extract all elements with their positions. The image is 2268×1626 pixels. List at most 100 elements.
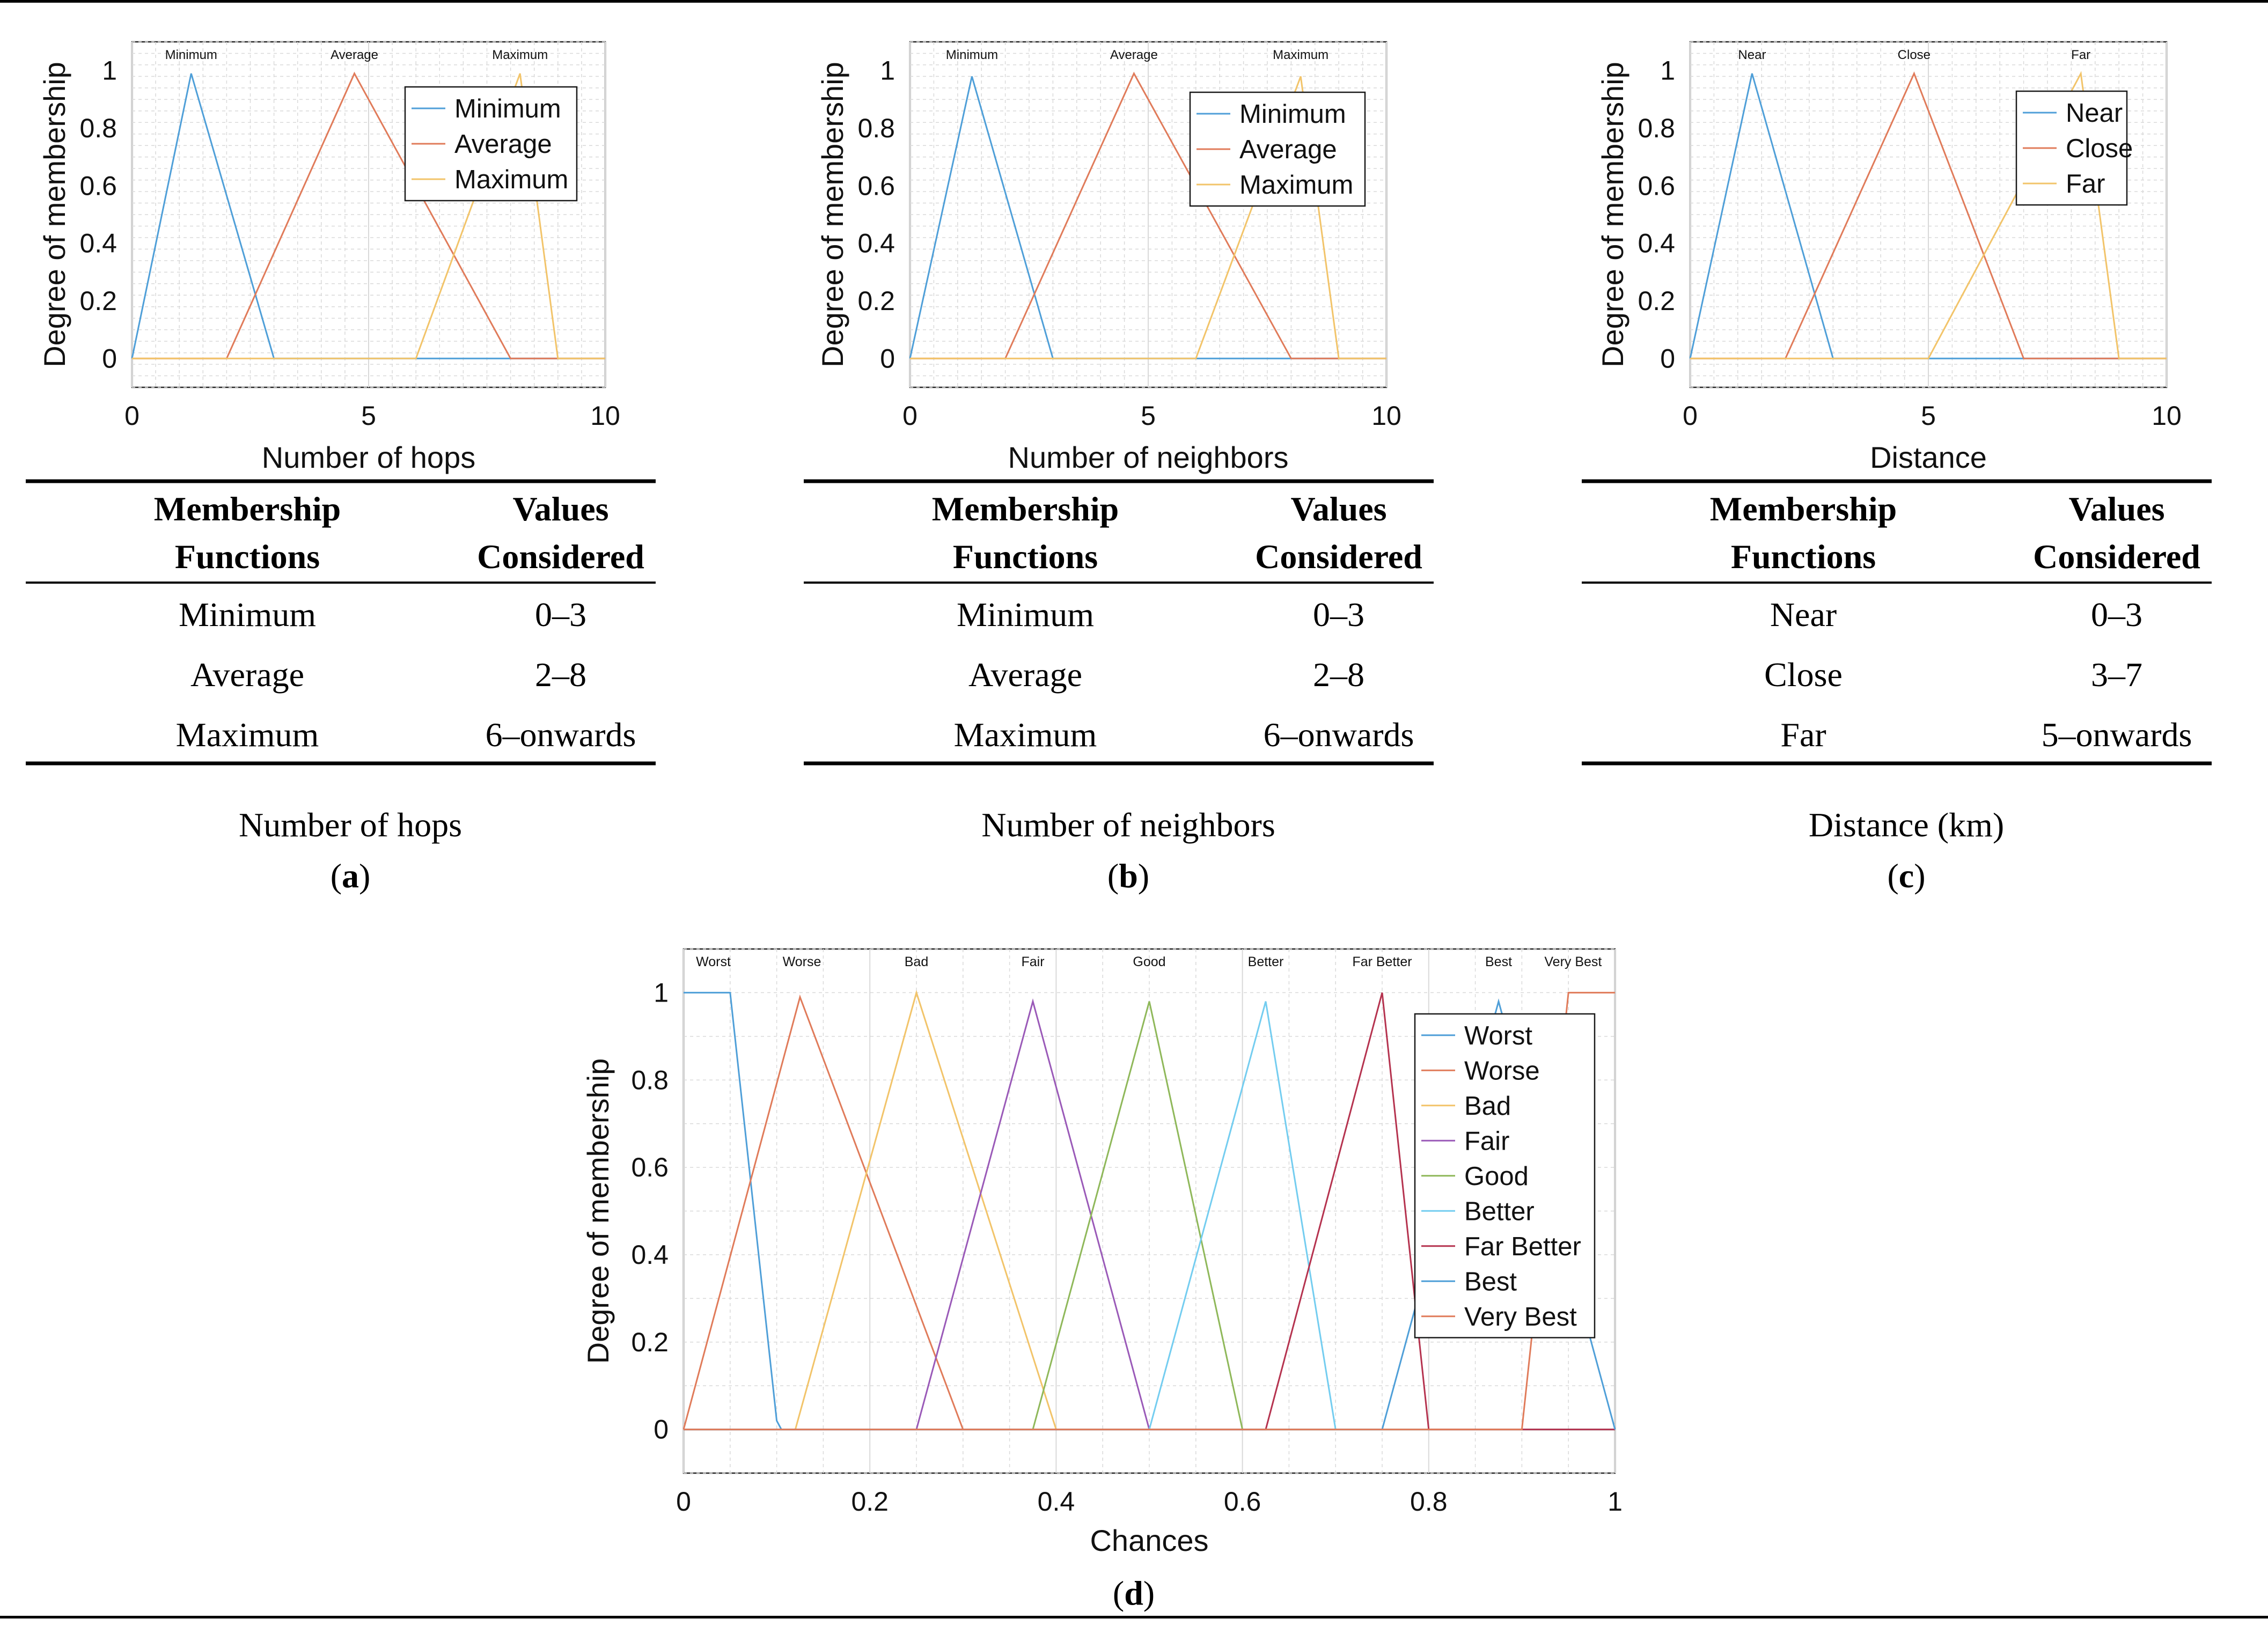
legend: Minimum Average Maximum — [1189, 91, 1366, 207]
table-header: Membership — [1710, 490, 1897, 528]
figure-bottom-rule — [0, 1616, 2268, 1618]
y-tick-label: 0.6 — [631, 1152, 669, 1182]
series-top-label: Average — [331, 48, 378, 62]
x-tick-label: 10 — [2152, 401, 2182, 431]
y-tick-label: 0.6 — [79, 171, 117, 201]
table-cell: 3–7 — [2091, 656, 2142, 694]
y-tick-label: 0 — [1660, 343, 1675, 373]
y-axis-label: Degree of membership — [38, 62, 71, 367]
table-header: Considered — [2033, 538, 2200, 576]
series-top-label: Maximum — [1273, 48, 1328, 62]
table-cell: Average — [968, 656, 1082, 694]
legend-label: Maximum — [454, 165, 568, 194]
panel-label: (d) — [1113, 1574, 1155, 1612]
panel-label-paren: ) — [1143, 1574, 1155, 1612]
series-top-label: Minimum — [165, 48, 217, 62]
y-tick-label: 1 — [1660, 56, 1675, 86]
chart-d: 0 0.2 0.4 0.6 0.8 1 0 0.2 0.4 0.6 0.8 1 Chances Degre… — [581, 948, 1623, 1612]
legend: Minimum Average Maximum — [404, 86, 578, 202]
table-header: Values — [2068, 490, 2164, 528]
x-tick-label: 10 — [590, 401, 620, 431]
y-axis-label: Degree of membership — [816, 62, 849, 367]
panel-label-letter: a — [342, 857, 359, 895]
legend: Worst Worse Bad Fair Good Better Far Better Bes… — [1414, 1013, 1596, 1338]
table-cell: 0–3 — [2091, 595, 2142, 634]
y-tick-label: 0.8 — [79, 113, 117, 143]
x-tick-label: 0.4 — [1038, 1487, 1075, 1517]
table-cell: 6–onwards — [1264, 716, 1414, 754]
table-header: Membership — [932, 490, 1119, 528]
legend-label: Close — [2066, 134, 2133, 163]
table-cell: Close — [1764, 656, 1843, 694]
panel-label-paren: ( — [1113, 1574, 1124, 1612]
legend-label: Very Best — [1464, 1303, 1577, 1331]
panel-caption: Number of hops — [239, 806, 462, 844]
table-cell: 6–onwards — [486, 716, 636, 754]
series-top-label: Far Better — [1352, 954, 1412, 969]
table-header: Values — [1290, 490, 1386, 528]
legend-label: Near — [2066, 99, 2123, 128]
chart-a: 0 5 10 0 0.2 0.4 0.6 0.8 1 Number of hops Degree o… — [26, 41, 656, 895]
series-top-label: Good — [1133, 954, 1165, 969]
series-line-minimum — [909, 76, 1386, 359]
legend-label: Far — [2066, 170, 2105, 198]
y-tick-label: 0.4 — [857, 229, 895, 259]
y-tick-label: 0.2 — [857, 286, 895, 316]
x-tick-label: 0.2 — [851, 1487, 889, 1517]
chart-c: 0 5 10 0 0.2 0.4 0.6 0.8 1 Distance Degree of memb… — [1582, 41, 2212, 895]
x-tick-label: 0 — [902, 401, 918, 431]
legend-label: Better — [1464, 1197, 1535, 1226]
y-tick-label: 0.2 — [1638, 286, 1675, 316]
series-top-label: Fair — [1021, 954, 1044, 969]
table-cell: 0–3 — [535, 595, 586, 634]
table-cell: Near — [1770, 595, 1837, 634]
series-top-label: Minimum — [946, 48, 998, 62]
y-tick-label: 0 — [654, 1415, 669, 1445]
table-header: Values — [512, 490, 608, 528]
table-cell: Average — [190, 656, 304, 694]
series-top-label: Close — [1898, 48, 1931, 62]
series-top-label: Very Best — [1544, 954, 1602, 969]
y-tick-label: 0.8 — [857, 113, 895, 143]
x-tick-label: 0.6 — [1224, 1487, 1261, 1517]
table-cell: 2–8 — [535, 656, 586, 694]
y-axis-label: Degree of membership — [1596, 62, 1630, 367]
panel-label: (b) — [1107, 857, 1149, 895]
y-tick-label: 0.6 — [857, 171, 895, 201]
table-header: Membership — [154, 490, 341, 528]
y-tick-label: 0.6 — [1638, 171, 1675, 201]
series-line-maximum — [910, 76, 1386, 359]
y-tick-label: 1 — [102, 56, 117, 86]
figure-top-rule — [0, 0, 2268, 3]
series-top-label: Worst — [696, 954, 731, 969]
x-axis-label: Number of hops — [262, 440, 475, 474]
series-line-minimum — [131, 73, 605, 359]
panel-caption: Number of neighbors — [981, 806, 1275, 844]
panel-label-paren: ( — [331, 857, 342, 895]
panel-label-letter: c — [1899, 857, 1914, 895]
table-header: Considered — [477, 538, 644, 576]
y-tick-label: 0 — [880, 343, 895, 373]
x-axis-label: Distance — [1870, 440, 1987, 474]
panel-caption: Distance (km) — [1809, 806, 2004, 844]
chart-b: 0 5 10 0 0.2 0.4 0.6 0.8 1 Number of neighbors Deg… — [804, 41, 1434, 895]
panel-label-paren: ( — [1107, 857, 1119, 895]
series-top-label: Maximum — [492, 48, 548, 62]
y-tick-label: 0.2 — [79, 286, 117, 316]
legend-label: Average — [1239, 135, 1337, 164]
table-header: Considered — [1255, 538, 1422, 576]
legend-label: Minimum — [1239, 100, 1346, 129]
legend-label: Best — [1464, 1267, 1517, 1296]
x-axis-label: Number of neighbors — [1008, 440, 1289, 474]
table-cell: Far — [1780, 716, 1826, 754]
x-axis-label: Chances — [1090, 1524, 1208, 1557]
x-tick-label: 10 — [1371, 401, 1401, 431]
y-axis-label: Degree of membership — [581, 1058, 615, 1364]
y-tick-label: 0.2 — [631, 1327, 669, 1357]
table-cell: Maximum — [176, 716, 319, 754]
series-line-far — [1690, 71, 2167, 359]
series-top-label: Average — [1110, 48, 1158, 62]
legend-label: Worst — [1464, 1021, 1532, 1050]
panel-label: (c) — [1887, 857, 1925, 895]
